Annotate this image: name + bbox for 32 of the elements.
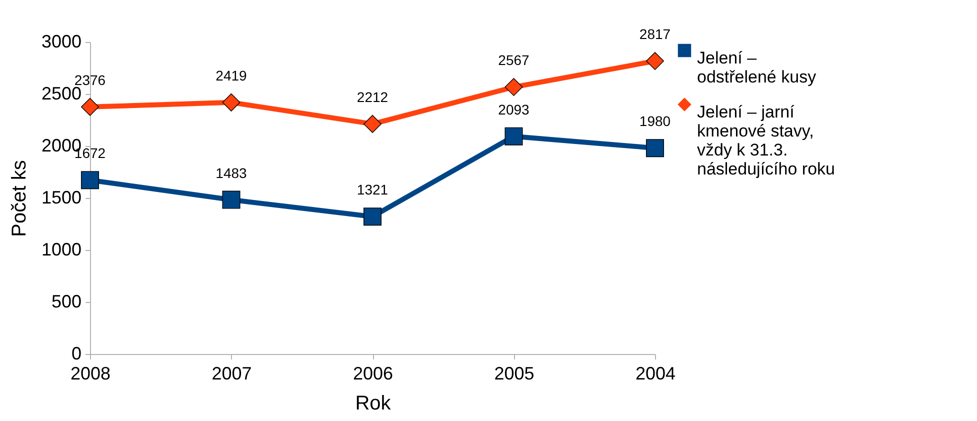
y-tick-label: 3000 (41, 32, 82, 52)
data-label: 1483 (216, 164, 248, 181)
x-tick-label: 2008 (70, 364, 111, 384)
point (504, 78, 523, 96)
y-tick-label: 1000 (41, 240, 82, 260)
x-tick-label: 2007 (212, 364, 252, 384)
point (80, 171, 100, 190)
data-label: 2567 (498, 52, 530, 68)
data-label: 2419 (216, 67, 248, 84)
point (222, 93, 240, 112)
y-tick-label: 0 (71, 344, 82, 364)
point (80, 98, 100, 116)
data-label: 2212 (356, 88, 388, 105)
point (646, 52, 664, 70)
x-axis-title: Rok (355, 392, 392, 414)
point (363, 208, 382, 226)
legend-label: Jelení – odstřelené kusy (697, 48, 817, 86)
data-label: 1980 (639, 113, 671, 130)
x-tick-label: 2004 (635, 364, 676, 384)
y-axis-title: Počet ks (8, 160, 30, 237)
legend-label: Jelení – jarní kmenové stavy, vždy k 31.3. následujícího roku (697, 102, 835, 178)
point (222, 190, 240, 209)
data-label: 1321 (356, 182, 388, 198)
y-tick-label: 500 (51, 292, 82, 312)
data-label: 2817 (639, 26, 671, 42)
y-tick-label: 1500 (41, 188, 82, 208)
point (504, 127, 523, 146)
data-label: 2093 (498, 101, 530, 118)
x-tick-label: 2005 (494, 364, 534, 384)
point (646, 139, 664, 158)
point (363, 114, 382, 133)
x-tick-label: 2006 (352, 364, 394, 384)
